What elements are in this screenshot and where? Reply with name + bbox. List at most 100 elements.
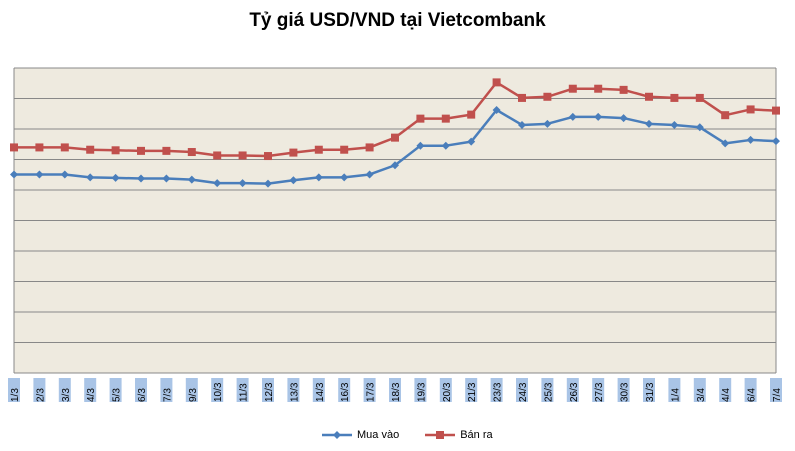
data-point <box>543 92 552 101</box>
legend-item-ban-ra: Bán ra <box>425 429 493 441</box>
data-point <box>746 105 755 114</box>
data-point <box>137 174 145 183</box>
data-point <box>238 151 247 160</box>
data-point <box>60 143 69 152</box>
x-tick-label-background <box>58 378 71 402</box>
x-tick-label-background <box>516 378 528 402</box>
data-point <box>289 176 298 185</box>
data-point <box>314 173 323 182</box>
x-tick-label-background <box>617 378 630 402</box>
data-point <box>441 114 450 123</box>
data-point <box>314 145 323 154</box>
x-tick-label: 4/3 <box>86 388 97 402</box>
data-point <box>619 85 628 94</box>
x-tick-label-background <box>363 378 376 402</box>
data-point <box>746 135 755 144</box>
x-tick-label-background <box>236 378 249 402</box>
x-tick-label: 10/3 <box>213 382 224 402</box>
x-tick-label: 1/4 <box>670 388 681 402</box>
x-tick-label-background <box>33 378 46 402</box>
x-tick-label-background <box>465 378 478 402</box>
data-point <box>340 173 349 182</box>
data-point <box>543 119 552 128</box>
data-point <box>416 114 425 123</box>
data-point <box>568 84 577 93</box>
x-tick-label-background <box>490 378 503 402</box>
data-point <box>111 173 120 182</box>
data-point <box>111 146 120 155</box>
legend-swatch-mua-vao <box>322 431 352 439</box>
x-tick-label-background <box>592 378 605 402</box>
x-tick-label: 3/4 <box>696 388 707 402</box>
legend-label-mua-vao: Mua vào <box>357 429 400 441</box>
data-point <box>86 173 95 182</box>
x-tick-label-background <box>84 378 97 402</box>
data-point <box>238 179 247 188</box>
x-tick-label: 3/3 <box>61 388 72 402</box>
data-point <box>518 93 526 102</box>
x-tick-label: 27/3 <box>594 382 605 402</box>
x-tick-label-background <box>541 378 554 402</box>
data-point <box>518 120 526 129</box>
data-point <box>721 111 730 120</box>
data-point <box>695 93 704 102</box>
x-tick-label: 30/3 <box>620 382 631 402</box>
x-tick-label: 9/3 <box>188 388 199 402</box>
series-layer <box>10 78 780 188</box>
data-point <box>441 141 450 150</box>
data-point <box>264 152 272 161</box>
data-point <box>35 143 44 152</box>
data-point <box>10 143 18 152</box>
legend: Mua vào Bán ra <box>322 429 519 441</box>
x-tick-label-background <box>719 378 732 402</box>
x-tick-label: 26/3 <box>569 382 580 402</box>
data-point <box>467 137 476 146</box>
x-tick-label-background <box>8 378 20 402</box>
x-tick-label-background <box>287 378 300 402</box>
gridlines <box>13 67 777 374</box>
x-tick-label: 5/3 <box>112 388 123 402</box>
x-tick-label-background <box>160 378 173 402</box>
data-point <box>467 110 476 119</box>
x-tick-label: 4/4 <box>721 388 732 402</box>
x-tick-label: 11/3 <box>239 383 250 402</box>
x-tick-label: 13/3 <box>289 382 300 402</box>
data-point <box>645 92 653 101</box>
data-point <box>340 145 349 154</box>
x-tick-label-background <box>389 378 401 402</box>
x-tick-label: 19/3 <box>416 382 427 402</box>
x-tick-label: 20/3 <box>442 382 453 402</box>
data-point <box>721 139 730 148</box>
x-tick-label: 16/3 <box>340 382 351 402</box>
data-point <box>416 141 425 150</box>
data-point <box>670 120 679 129</box>
x-tick-label-background <box>262 378 274 402</box>
data-point <box>162 174 171 183</box>
data-point <box>264 179 272 188</box>
x-tick-label-background <box>770 378 782 402</box>
x-tick-label-background <box>744 378 757 402</box>
data-point <box>289 148 298 157</box>
x-tick-label: 7/3 <box>162 388 173 402</box>
x-tick-label: 6/4 <box>747 388 758 402</box>
series-mua-vao <box>10 106 780 188</box>
x-tick-label-background <box>312 378 325 402</box>
chart-title: Tỷ giá USD/VND tại Vietcombank <box>249 10 546 31</box>
x-tick-label-background <box>109 378 122 402</box>
data-point <box>594 112 603 121</box>
x-tick-label-background <box>338 378 351 402</box>
legend-swatch-ban-ra <box>425 431 456 439</box>
data-point <box>86 145 95 154</box>
x-tick-label: 18/3 <box>391 382 402 402</box>
series-ban-ra <box>10 78 780 161</box>
data-point <box>213 151 222 160</box>
legend-label-ban-ra: Bán ra <box>460 429 493 441</box>
data-point <box>391 161 399 170</box>
x-axis: 1/3 2/3 3/3 4/3 5/3 6/3 7/3 9/3 10/3 11/3 12/3 13/3… <box>8 378 783 402</box>
x-tick-label: 2/3 <box>35 388 46 402</box>
data-point <box>568 112 577 121</box>
data-point <box>187 175 196 184</box>
x-tick-label-background <box>211 378 224 402</box>
data-point <box>772 106 780 115</box>
